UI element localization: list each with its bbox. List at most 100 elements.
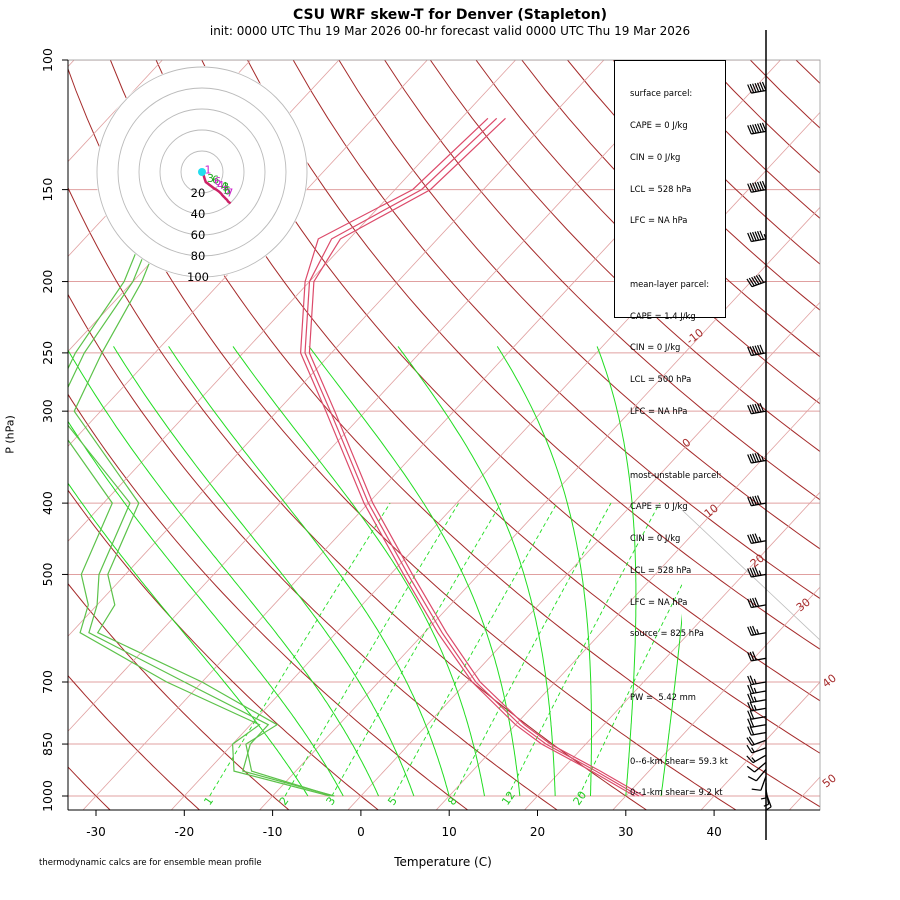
mixing-ratio-label: 5: [385, 795, 400, 808]
surface-lfc: LFC = NA hPa: [630, 215, 688, 226]
wind-barb-flag: [754, 597, 760, 607]
wind-barb-shaft: [760, 775, 767, 791]
mixing-ratio-label: 1: [201, 795, 216, 808]
hodograph-height-label: 4: [221, 180, 228, 193]
dry-adiabat-line: [68, 393, 469, 810]
wind-barb-half-flag: [763, 803, 769, 807]
wind-barb-half-flag: [756, 629, 760, 635]
wind-barb-flag: [754, 495, 760, 505]
mixing-ratio-line: [209, 502, 391, 797]
wind-barb-flag: [752, 404, 757, 414]
temperature-profile-line: [299, 117, 635, 797]
wind-barb-half-flag: [761, 455, 765, 462]
isotherm-line: [68, 60, 605, 637]
wind-barb-half-flag: [751, 747, 755, 753]
wind-barb: [747, 768, 767, 782]
wind-barb-flag: [747, 684, 752, 694]
isotherm-label: 40: [820, 672, 839, 691]
wind-barb-flag: [749, 346, 755, 356]
mixing-ratio-label: 8: [445, 795, 460, 808]
hodograph-ring-label: 100: [187, 270, 209, 284]
moist-adiabat-line: [68, 420, 344, 797]
dry-adiabat-line: [155, 60, 820, 754]
wind-barb-flag: [749, 710, 755, 719]
wind-barb-flag: [756, 181, 762, 191]
isotherm-line: [523, 491, 820, 810]
wind-barb-flag: [761, 81, 767, 91]
x-tick-label: 20: [530, 825, 545, 839]
wind-barb-flag: [754, 345, 760, 355]
hodograph-height-label: 1: [205, 163, 212, 176]
mean-layer-lcl: LCL = 500 hPa: [630, 374, 692, 385]
wind-barb-flag: [747, 346, 752, 356]
wind-barb: [747, 651, 767, 662]
x-tick-label: -10: [263, 825, 283, 839]
wind-barb-half-flag: [763, 233, 767, 240]
wind-barb-flag: [756, 452, 762, 462]
dry-adiabat-line: [292, 60, 820, 600]
dry-adiabat-line: [338, 60, 820, 550]
wind-barb-flag: [756, 82, 762, 92]
mean-layer-cape: CAPE = 1.4 J/kg: [630, 310, 696, 321]
wind-barb-flag: [747, 702, 752, 712]
wind-barb-flag: [749, 83, 755, 93]
y-tick-label: 100: [40, 48, 55, 72]
wind-barb: [747, 625, 767, 636]
wind-barb-flag: [752, 567, 757, 577]
wind-barb-flag: [746, 278, 753, 288]
wind-barb-flag: [754, 231, 760, 241]
wind-barb-shaft: [751, 690, 767, 695]
wind-barb-flag: [755, 275, 762, 284]
wind-barb: [747, 495, 767, 507]
dry-adiabat-line: [749, 60, 820, 129]
wind-barb-flag: [754, 452, 760, 462]
dry-adiabat-line: [475, 60, 820, 405]
dry-adiabat-line: [704, 60, 820, 174]
isotherm-line: [612, 586, 820, 810]
wind-barb-flag: [752, 345, 757, 355]
most-unstable-source: source = 825 hPa: [630, 628, 704, 639]
wind-barb-flag: [747, 652, 752, 662]
wind-barb-flag: [756, 230, 762, 240]
wind-barb-half-flag: [766, 806, 772, 811]
mixing-ratio-label: 12: [499, 789, 518, 808]
wind-barb: [746, 754, 767, 764]
x-tick-label: 30: [618, 825, 633, 839]
wind-barb-flag: [759, 402, 765, 412]
wind-barb-flag: [748, 277, 755, 287]
wind-barb-half-flag: [753, 687, 757, 693]
wind-barb: [746, 744, 767, 754]
wind-barb-flag: [747, 710, 752, 720]
wind-barb-flag: [749, 404, 755, 414]
wind-barb: [747, 81, 767, 94]
shear-0-1km: 0--1-km shear= 9.2 kt: [630, 787, 723, 798]
x-tick-label: -20: [174, 825, 194, 839]
temperature-profile-line: [304, 117, 640, 797]
wind-barb: [747, 402, 767, 415]
hodograph-ring-label: 60: [191, 228, 206, 242]
mean-layer-heading: mean-layer parcel:: [630, 278, 710, 289]
wind-barb-flag: [746, 737, 753, 746]
wind-barb-flag: [749, 232, 755, 242]
mixing-ratio-line: [453, 502, 612, 797]
dewpoint-profile-line: [73, 247, 333, 797]
moist-adiabat-line: [68, 349, 380, 797]
mixing-ratio-label: 2: [277, 795, 292, 808]
wind-barb-flag: [749, 534, 755, 544]
moist-adiabat-line: [496, 346, 592, 796]
wind-barb-flag: [756, 403, 762, 413]
wind-barb-half-flag: [760, 797, 767, 800]
wind-barb-flag: [761, 122, 767, 132]
wind-barb-flag: [752, 83, 757, 93]
shear-0-6km: 0--6-km shear= 59.3 kt: [630, 755, 728, 766]
wind-barb-flag: [746, 744, 753, 754]
isotherm-line: [347, 301, 820, 810]
wind-barb-flag: [747, 183, 752, 193]
wind-barb-flag: [747, 405, 752, 414]
moist-adiabat-line: [660, 613, 682, 797]
most-unstable-lfc: LFC = NA hPa: [630, 596, 688, 607]
y-tick-label: 850: [40, 732, 55, 756]
mean-layer-lfc: LFC = NA hPa: [630, 406, 688, 416]
wind-barb-flag: [749, 183, 755, 193]
x-tick-label: 0: [357, 825, 365, 839]
